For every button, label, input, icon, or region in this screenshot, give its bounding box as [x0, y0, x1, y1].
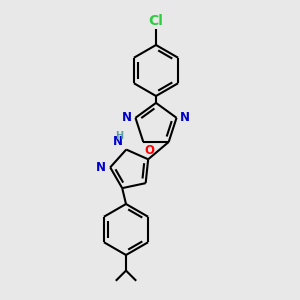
Text: O: O	[145, 144, 155, 158]
Text: Cl: Cl	[148, 14, 164, 28]
Text: N: N	[96, 161, 106, 174]
Text: N: N	[113, 135, 123, 148]
Text: H: H	[115, 131, 123, 141]
Text: N: N	[180, 111, 190, 124]
Text: N: N	[122, 111, 132, 124]
